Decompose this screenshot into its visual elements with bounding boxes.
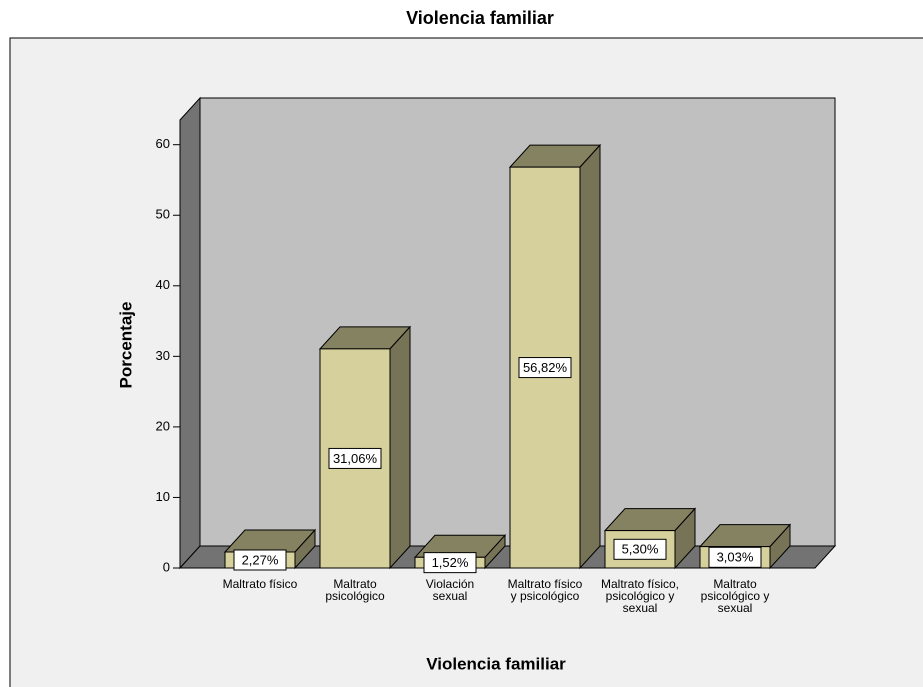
x-tick-label: Maltrato psicológico y sexual	[700, 577, 770, 615]
x-tick-label: Violación sexual	[425, 577, 475, 603]
value-label: 2,27%	[242, 552, 279, 567]
y-tick-label: 20	[156, 418, 170, 433]
value-label: 3,03%	[717, 550, 754, 565]
value-label-box	[328, 447, 382, 469]
x-tick-label: Maltrato físico	[222, 577, 298, 591]
bar-side	[579, 143, 601, 570]
value-label: 31,06%	[333, 451, 378, 466]
y-tick-label: 40	[156, 277, 170, 292]
y-tick-label: 60	[156, 136, 170, 151]
y-tick-label: 30	[156, 348, 170, 363]
y-tick-label: 50	[156, 207, 170, 222]
bar-side	[389, 325, 411, 570]
y-tick-label: 0	[163, 559, 170, 574]
value-label-box	[233, 549, 287, 571]
x-axis-title: Violencia familiar	[426, 654, 566, 673]
value-label: 5,30%	[622, 542, 659, 557]
value-label-box	[423, 552, 477, 574]
value-label-box	[613, 538, 667, 560]
side-wall	[179, 96, 201, 570]
value-label-box	[708, 546, 762, 568]
value-label: 1,52%	[432, 555, 469, 570]
y-tick-label: 10	[156, 489, 170, 504]
value-label: 56,82%	[523, 360, 568, 375]
x-tick-label: Maltrato físico, psicológico y sexual	[600, 577, 680, 615]
y-axis-title: Porcentaje	[116, 302, 135, 389]
value-label-box	[518, 357, 572, 379]
x-tick-label: Maltrato psicológico	[325, 577, 385, 603]
x-tick-label: Maltrato físico y psicológico	[507, 577, 583, 603]
chart-title: Violencia familiar	[406, 8, 554, 28]
